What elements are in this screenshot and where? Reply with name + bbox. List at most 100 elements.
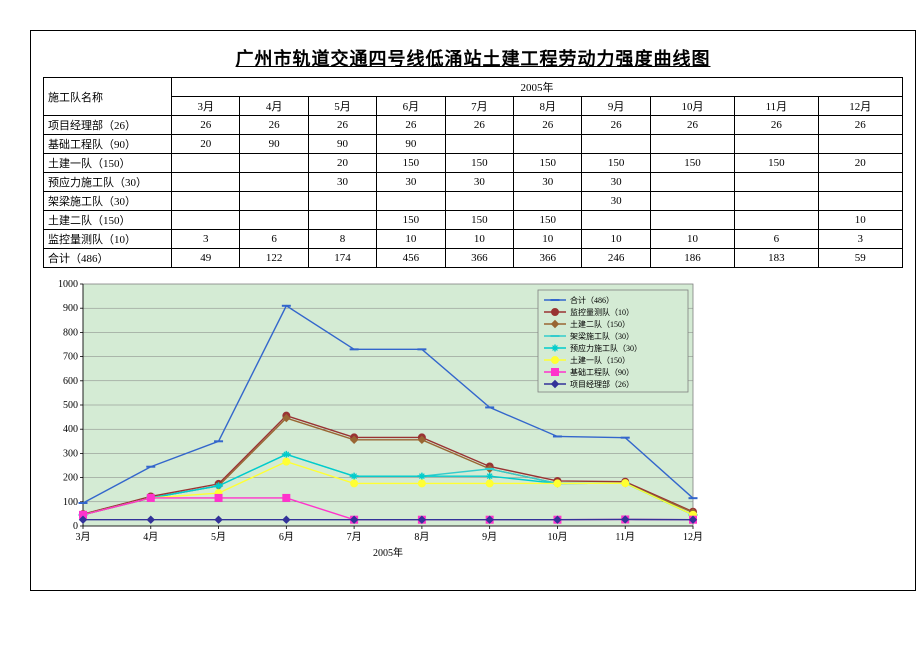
data-cell: 150 (445, 211, 513, 230)
data-cell (818, 135, 903, 154)
data-cell: 150 (377, 211, 445, 230)
svg-text:300: 300 (63, 448, 78, 459)
data-cell (445, 192, 513, 211)
row-label: 土建二队（150） (44, 211, 172, 230)
table-row: 项目经理部（26）26262626262626262626 (44, 116, 903, 135)
labor-table: 施工队名称 2005年 3月4月5月6月7月8月9月10月11月12月 项目经理… (43, 77, 903, 268)
svg-text:基础工程队（90）: 基础工程队（90） (570, 367, 634, 377)
row-label: 预应力施工队（30） (44, 173, 172, 192)
header-row-months: 3月4月5月6月7月8月9月10月11月12月 (44, 97, 903, 116)
row-label: 项目经理部（26） (44, 116, 172, 135)
data-cell: 20 (818, 154, 903, 173)
svg-text:900: 900 (63, 303, 78, 314)
data-cell: 150 (445, 154, 513, 173)
svg-text:项目经理部（26）: 项目经理部（26） (570, 379, 634, 389)
data-cell (650, 173, 734, 192)
svg-text:800: 800 (63, 327, 78, 338)
month-header: 12月 (818, 97, 903, 116)
table-row: 架梁施工队（30）30 (44, 192, 903, 211)
data-cell: 26 (650, 116, 734, 135)
svg-text:12月: 12月 (683, 531, 703, 543)
month-header: 4月 (240, 97, 308, 116)
data-cell: 30 (377, 173, 445, 192)
data-cell: 26 (445, 116, 513, 135)
svg-text:700: 700 (63, 352, 78, 363)
month-header: 5月 (308, 97, 376, 116)
svg-text:预应力施工队（30）: 预应力施工队（30） (570, 343, 642, 353)
line-chart: 010020030040050060070080090010003月4月5月6月… (43, 276, 893, 576)
svg-text:2005年: 2005年 (373, 546, 403, 559)
data-cell: 366 (445, 249, 513, 268)
svg-text:0: 0 (73, 521, 78, 532)
data-cell (735, 211, 818, 230)
data-cell: 30 (582, 192, 650, 211)
data-cell: 26 (240, 116, 308, 135)
data-cell (514, 135, 582, 154)
table-row: 合计（486）4912217445636636624618618359 (44, 249, 903, 268)
table-row: 基础工程队（90）20909090 (44, 135, 903, 154)
data-cell: 246 (582, 249, 650, 268)
svg-text:3月: 3月 (76, 531, 91, 543)
data-cell: 30 (445, 173, 513, 192)
data-cell (172, 173, 240, 192)
data-cell: 90 (377, 135, 445, 154)
data-cell: 90 (308, 135, 376, 154)
month-header: 9月 (582, 97, 650, 116)
table-row: 土建二队（150）15015015010 (44, 211, 903, 230)
data-cell: 20 (172, 135, 240, 154)
chart-title: 广州市轨道交通四号线低涌站土建工程劳动力强度曲线图 (43, 45, 903, 71)
month-header: 7月 (445, 97, 513, 116)
svg-text:土建一队（150）: 土建一队（150） (570, 355, 630, 365)
data-cell (735, 135, 818, 154)
data-cell (650, 192, 734, 211)
data-cell: 150 (650, 154, 734, 173)
row-label: 土建一队（150） (44, 154, 172, 173)
data-cell (650, 135, 734, 154)
month-header: 10月 (650, 97, 734, 116)
svg-text:监控量测队（10）: 监控量测队（10） (570, 307, 634, 317)
data-cell: 10 (818, 211, 903, 230)
data-cell: 20 (308, 154, 376, 173)
table-row: 预应力施工队（30）3030303030 (44, 173, 903, 192)
svg-text:11月: 11月 (615, 531, 635, 543)
svg-text:5月: 5月 (211, 531, 226, 543)
data-cell: 30 (514, 173, 582, 192)
data-cell: 174 (308, 249, 376, 268)
data-cell: 10 (582, 230, 650, 249)
svg-text:6月: 6月 (279, 531, 294, 543)
svg-text:土建二队（150）: 土建二队（150） (570, 319, 630, 329)
data-cell (172, 192, 240, 211)
data-cell: 30 (582, 173, 650, 192)
data-cell: 26 (308, 116, 376, 135)
data-cell: 10 (514, 230, 582, 249)
data-cell (650, 211, 734, 230)
svg-text:600: 600 (63, 376, 78, 387)
data-cell: 10 (650, 230, 734, 249)
svg-text:7月: 7月 (347, 531, 362, 543)
data-cell (308, 192, 376, 211)
row-label: 基础工程队（90） (44, 135, 172, 154)
data-cell (582, 135, 650, 154)
data-cell: 6 (240, 230, 308, 249)
header-row-1: 施工队名称 2005年 (44, 78, 903, 97)
data-cell: 150 (514, 211, 582, 230)
data-cell: 26 (735, 116, 818, 135)
row-header: 施工队名称 (44, 78, 172, 116)
data-cell: 26 (172, 116, 240, 135)
data-cell: 6 (735, 230, 818, 249)
chart-container: 010020030040050060070080090010003月4月5月6月… (43, 276, 903, 576)
data-cell: 30 (308, 173, 376, 192)
svg-text:400: 400 (63, 424, 78, 435)
table-row: 土建一队（150）2015015015015015015020 (44, 154, 903, 173)
month-header: 6月 (377, 97, 445, 116)
data-cell (818, 173, 903, 192)
data-cell (445, 135, 513, 154)
data-cell (240, 211, 308, 230)
svg-text:1000: 1000 (58, 279, 78, 290)
data-cell: 10 (377, 230, 445, 249)
year-header: 2005年 (172, 78, 903, 97)
svg-text:200: 200 (63, 473, 78, 484)
data-cell: 3 (172, 230, 240, 249)
data-cell: 186 (650, 249, 734, 268)
document-frame: 广州市轨道交通四号线低涌站土建工程劳动力强度曲线图 施工队名称 2005年 3月… (30, 30, 916, 591)
